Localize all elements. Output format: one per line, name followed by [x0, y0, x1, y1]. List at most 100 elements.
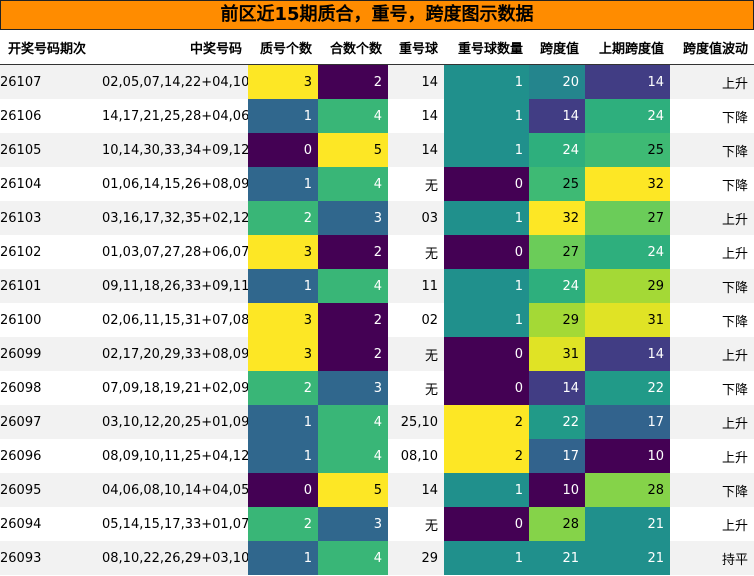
cell-repeat-count: 1: [444, 269, 529, 303]
cell-repeat-count: 0: [444, 235, 529, 269]
cell-span-trend: 上升: [670, 337, 754, 371]
cell-span-trend: 上升: [670, 405, 754, 439]
cell-prev-span: 31: [585, 303, 670, 337]
cell-span-trend: 上升: [670, 235, 754, 269]
cell-issue: 26099: [0, 337, 102, 371]
cell-repeat-count: 0: [444, 507, 529, 541]
cell-prime-count: 2: [248, 371, 318, 405]
cell-repeat-ball: 14: [388, 133, 444, 167]
cell-prime-count: 2: [248, 507, 318, 541]
cell-winning-numbers: 07,09,18,19,21+02,09: [102, 371, 248, 405]
cell-winning-numbers: 04,06,08,10,14+04,05: [102, 473, 248, 507]
cell-winning-numbers: 08,09,10,11,25+04,12: [102, 439, 248, 473]
table-row: 26106 14,17,21,25,28+04,06 1 4 14 1 14 24 下降: [0, 99, 754, 133]
cell-prime-count: 1: [248, 405, 318, 439]
col-header-winning-numbers: 中奖号码: [102, 30, 248, 65]
cell-winning-numbers: 10,14,30,33,34+09,12: [102, 133, 248, 167]
cell-prev-span: 32: [585, 167, 670, 201]
cell-span-trend: 下降: [670, 269, 754, 303]
cell-repeat-ball: 无: [388, 337, 444, 371]
cell-repeat-ball: 无: [388, 235, 444, 269]
cell-span: 20: [529, 64, 585, 99]
table-row: 26103 03,16,17,32,35+02,12 2 3 03 1 32 27 上升: [0, 201, 754, 235]
cell-composite-count: 3: [318, 201, 388, 235]
cell-prime-count: 0: [248, 133, 318, 167]
cell-issue: 26093: [0, 541, 102, 575]
cell-prime-count: 3: [248, 337, 318, 371]
cell-winning-numbers: 02,17,20,29,33+08,09: [102, 337, 248, 371]
cell-repeat-count: 1: [444, 133, 529, 167]
cell-issue: 26102: [0, 235, 102, 269]
cell-prev-span: 21: [585, 541, 670, 575]
table-row: 26094 05,14,15,17,33+01,07 2 3 无 0 28 21 上升: [0, 507, 754, 541]
cell-span: 31: [529, 337, 585, 371]
table-row: 26099 02,17,20,29,33+08,09 3 2 无 0 31 14 上升: [0, 337, 754, 371]
cell-prev-span: 25: [585, 133, 670, 167]
col-header-composite-count: 合数个数: [318, 30, 388, 65]
cell-span-trend: 下降: [670, 167, 754, 201]
cell-repeat-ball: 25,10: [388, 405, 444, 439]
col-header-repeat-ball: 重号球: [388, 30, 444, 65]
cell-prime-count: 1: [248, 541, 318, 575]
cell-span: 25: [529, 167, 585, 201]
cell-repeat-ball: 无: [388, 167, 444, 201]
cell-composite-count: 2: [318, 337, 388, 371]
cell-prime-count: 0: [248, 473, 318, 507]
cell-issue: 26094: [0, 507, 102, 541]
page-title: 前区近15期质合，重号，跨度图示数据: [0, 0, 754, 30]
cell-issue: 26098: [0, 371, 102, 405]
cell-composite-count: 2: [318, 64, 388, 99]
cell-composite-count: 4: [318, 405, 388, 439]
cell-winning-numbers: 03,10,12,20,25+01,09: [102, 405, 248, 439]
cell-repeat-count: 1: [444, 64, 529, 99]
cell-repeat-ball: 无: [388, 507, 444, 541]
cell-span: 22: [529, 405, 585, 439]
cell-composite-count: 5: [318, 473, 388, 507]
cell-repeat-count: 2: [444, 405, 529, 439]
cell-span: 21: [529, 541, 585, 575]
cell-issue: 26100: [0, 303, 102, 337]
cell-repeat-ball: 14: [388, 64, 444, 99]
cell-span: 10: [529, 473, 585, 507]
cell-repeat-ball: 无: [388, 371, 444, 405]
cell-issue: 26106: [0, 99, 102, 133]
cell-span: 29: [529, 303, 585, 337]
cell-composite-count: 4: [318, 439, 388, 473]
cell-repeat-ball: 29: [388, 541, 444, 575]
cell-prev-span: 28: [585, 473, 670, 507]
col-header-issue: 开奖号码期次: [0, 30, 102, 65]
cell-prime-count: 3: [248, 303, 318, 337]
cell-span: 32: [529, 201, 585, 235]
cell-prime-count: 1: [248, 167, 318, 201]
cell-repeat-count: 1: [444, 541, 529, 575]
cell-span: 27: [529, 235, 585, 269]
cell-composite-count: 4: [318, 269, 388, 303]
cell-repeat-ball: 03: [388, 201, 444, 235]
cell-composite-count: 5: [318, 133, 388, 167]
cell-composite-count: 4: [318, 541, 388, 575]
cell-span-trend: 下降: [670, 303, 754, 337]
cell-composite-count: 4: [318, 167, 388, 201]
cell-winning-numbers: 01,06,14,15,26+08,09: [102, 167, 248, 201]
cell-composite-count: 3: [318, 507, 388, 541]
cell-prime-count: 3: [248, 64, 318, 99]
data-table: 开奖号码期次 中奖号码 质号个数 合数个数 重号球 重号球数量 跨度值 上期跨度…: [0, 30, 754, 575]
col-header-span-trend: 跨度值波动: [670, 30, 754, 65]
cell-issue: 26105: [0, 133, 102, 167]
cell-winning-numbers: 08,10,22,26,29+03,10: [102, 541, 248, 575]
table-row: 26093 08,10,22,26,29+03,10 1 4 29 1 21 21 持平: [0, 541, 754, 575]
table-row: 26095 04,06,08,10,14+04,05 0 5 14 1 10 28 下降: [0, 473, 754, 507]
cell-prev-span: 10: [585, 439, 670, 473]
cell-prime-count: 3: [248, 235, 318, 269]
table-row: 26102 01,03,07,27,28+06,07 3 2 无 0 27 24 上升: [0, 235, 754, 269]
cell-span: 28: [529, 507, 585, 541]
cell-issue: 26096: [0, 439, 102, 473]
cell-span-trend: 下降: [670, 99, 754, 133]
cell-prime-count: 1: [248, 269, 318, 303]
cell-span-trend: 下降: [670, 371, 754, 405]
cell-repeat-count: 1: [444, 473, 529, 507]
table-row: 26104 01,06,14,15,26+08,09 1 4 无 0 25 32 下降: [0, 167, 754, 201]
cell-repeat-count: 1: [444, 201, 529, 235]
cell-issue: 26097: [0, 405, 102, 439]
col-header-prime-count: 质号个数: [248, 30, 318, 65]
